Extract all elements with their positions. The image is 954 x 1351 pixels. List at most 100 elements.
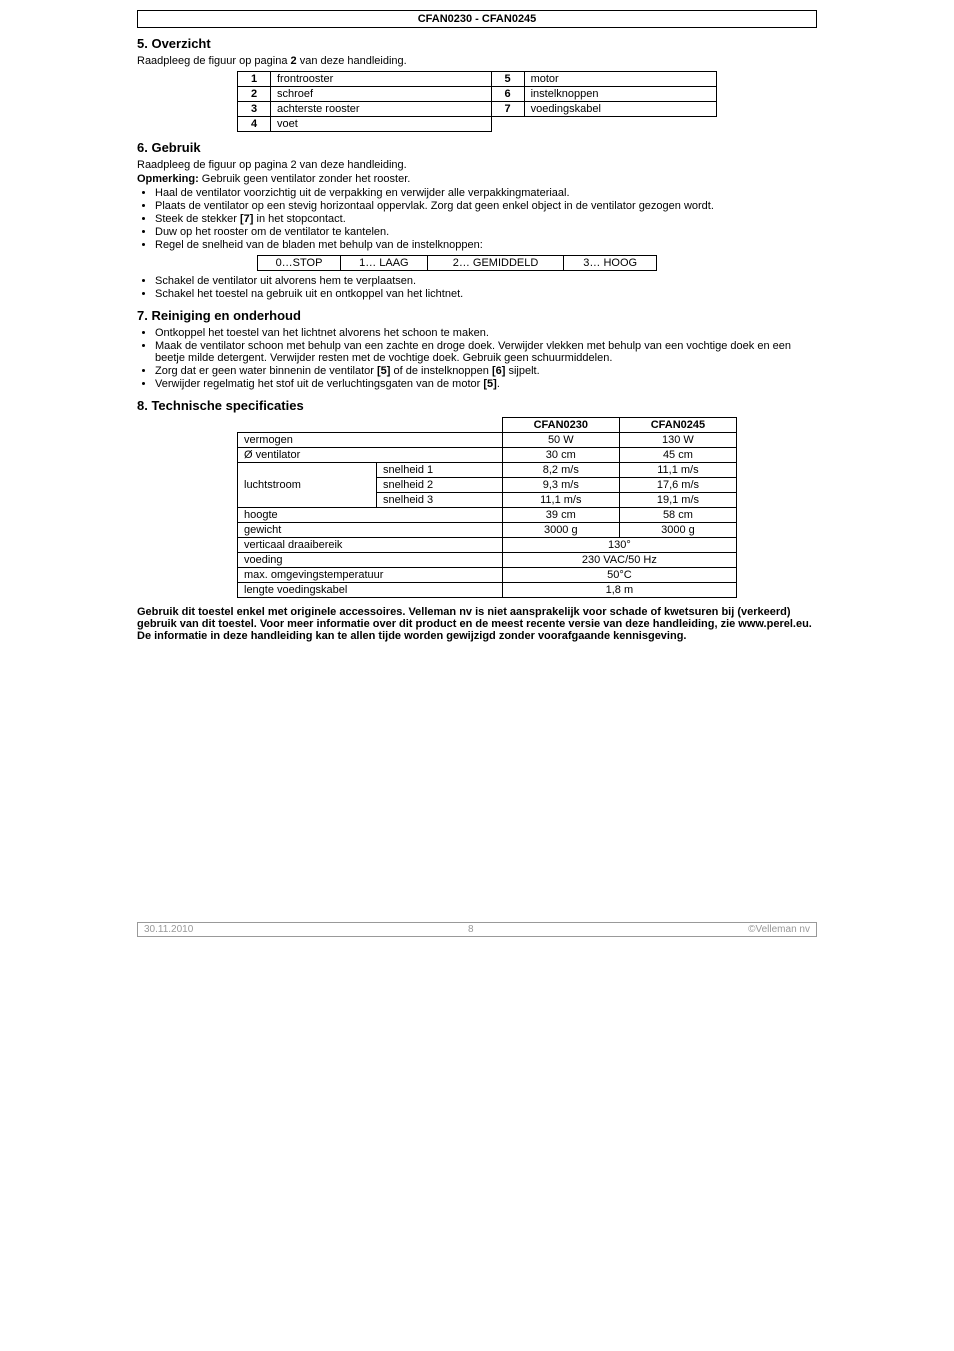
- s6-l1: Raadpleeg de figuur op pagina 2 van deze…: [137, 159, 817, 171]
- cell: 2… GEMIDDELD: [427, 256, 564, 271]
- footer-page: 8: [468, 924, 474, 935]
- cell: 17,6 m/s: [619, 478, 736, 493]
- cell: 19,1 m/s: [619, 493, 736, 508]
- list-item: Plaats de ventilator op een stevig horiz…: [155, 200, 817, 212]
- cell: 5: [491, 72, 524, 87]
- cell: voeding: [238, 553, 503, 568]
- s6-l2-bold: Opmerking:: [137, 173, 199, 185]
- table-row: Ø ventilator 30 cm 45 cm: [238, 448, 737, 463]
- cell: 50 W: [502, 433, 619, 448]
- s6-list: Haal de ventilator voorzichtig uit de ve…: [137, 187, 817, 251]
- cell: lengte voedingskabel: [238, 583, 503, 598]
- cell: 1,8 m: [502, 583, 736, 598]
- cell: CFAN0245: [619, 418, 736, 433]
- txt: [5]: [377, 365, 390, 377]
- table-row: luchtstroom snelheid 1 8,2 m/s 11,1 m/s: [238, 463, 737, 478]
- table-row: CFAN0230 CFAN0245: [238, 418, 737, 433]
- disclaimer: Gebruik dit toestel enkel met originele …: [137, 606, 817, 642]
- cell: 1: [238, 72, 271, 87]
- table-row: voeding 230 VAC/50 Hz: [238, 553, 737, 568]
- footer: 30.11.2010 8 ©Velleman nv: [137, 922, 817, 937]
- cell: 45 cm: [619, 448, 736, 463]
- cell: snelheid 3: [377, 493, 503, 508]
- list-item: Schakel de ventilator uit alvorens hem t…: [155, 275, 817, 287]
- cell: 130°: [502, 538, 736, 553]
- section-8-title: 8. Technische specificaties: [137, 398, 817, 413]
- table-row: 2 schroef 6 instelknoppen: [238, 87, 717, 102]
- list-item: Steek de stekker [7] in het stopcontact.: [155, 213, 817, 225]
- cell: 6: [491, 87, 524, 102]
- table-row: 4 voet: [238, 117, 717, 132]
- cell: frontrooster: [271, 72, 492, 87]
- cell: vermogen: [238, 433, 503, 448]
- cell: 50°C: [502, 568, 736, 583]
- section-6-title: 6. Gebruik: [137, 140, 817, 155]
- cell: 1… LAAG: [341, 256, 428, 271]
- cell: CFAN0230: [502, 418, 619, 433]
- s6-l2: Opmerking: Gebruik geen ventilator zonde…: [137, 173, 817, 185]
- table-row: max. omgevingstemperatuur 50°C: [238, 568, 737, 583]
- header-box: CFAN0230 - CFAN0245: [137, 10, 817, 28]
- cell: verticaal draaibereik: [238, 538, 503, 553]
- cell: 58 cm: [619, 508, 736, 523]
- txt: [7]: [240, 213, 253, 225]
- cell: [491, 117, 524, 132]
- txt: Verwijder regelmatig het stof uit de ver…: [155, 378, 483, 390]
- cell: hoogte: [238, 508, 503, 523]
- cell: 39 cm: [502, 508, 619, 523]
- cell: 230 VAC/50 Hz: [502, 553, 736, 568]
- txt: sijpelt.: [505, 365, 539, 377]
- cell: 3… HOOG: [564, 256, 657, 271]
- header-text: CFAN0230 - CFAN0245: [418, 13, 537, 25]
- cell: [238, 418, 503, 433]
- txt: Zorg dat er geen water binnenin de venti…: [155, 365, 377, 377]
- txt: .: [497, 378, 500, 390]
- table-row: vermogen 50 W 130 W: [238, 433, 737, 448]
- cell: luchtstroom: [238, 463, 377, 508]
- footer-copy: ©Velleman nv: [748, 924, 810, 935]
- cell: 7: [491, 102, 524, 117]
- list-item: Haal de ventilator voorzichtig uit de ve…: [155, 187, 817, 199]
- cell: 2: [238, 87, 271, 102]
- cell: achterste rooster: [271, 102, 492, 117]
- cell: 30 cm: [502, 448, 619, 463]
- cell: Ø ventilator: [238, 448, 503, 463]
- table-row: 0…STOP 1… LAAG 2… GEMIDDELD 3… HOOG: [258, 256, 657, 271]
- cell: 0…STOP: [258, 256, 341, 271]
- s6-l2-text: Gebruik geen ventilator zonder het roost…: [199, 173, 411, 185]
- list-item: Ontkoppel het toestel van het lichtnet a…: [155, 327, 817, 339]
- list-item: Schakel het toestel na gebruik uit en on…: [155, 288, 817, 300]
- cell: 11,1 m/s: [502, 493, 619, 508]
- cell: 11,1 m/s: [619, 463, 736, 478]
- cell: snelheid 1: [377, 463, 503, 478]
- cell: motor: [524, 72, 716, 87]
- s6-list-2: Schakel de ventilator uit alvorens hem t…: [137, 275, 817, 300]
- cell: 3000 g: [619, 523, 736, 538]
- list-item: Duw op het rooster om de ventilator te k…: [155, 226, 817, 238]
- cell: instelknoppen: [524, 87, 716, 102]
- cell: 130 W: [619, 433, 736, 448]
- cell: 4: [238, 117, 271, 132]
- table-row: 1 frontrooster 5 motor: [238, 72, 717, 87]
- s5-intro-pre: Raadpleeg de figuur op pagina: [137, 55, 291, 67]
- list-item: Verwijder regelmatig het stof uit de ver…: [155, 378, 817, 390]
- cell: max. omgevingstemperatuur: [238, 568, 503, 583]
- s5-intro-post: van deze handleiding.: [297, 55, 407, 67]
- footer-date: 30.11.2010: [144, 924, 193, 935]
- table-row: gewicht 3000 g 3000 g: [238, 523, 737, 538]
- cell: gewicht: [238, 523, 503, 538]
- cell: voet: [271, 117, 492, 132]
- section-7-title: 7. Reiniging en onderhoud: [137, 308, 817, 323]
- txt: of de instelknoppen: [390, 365, 492, 377]
- spec-table: CFAN0230 CFAN0245 vermogen 50 W 130 W Ø …: [237, 417, 737, 598]
- table-row: verticaal draaibereik 130°: [238, 538, 737, 553]
- txt: [6]: [492, 365, 505, 377]
- txt: in het stopcontact.: [253, 213, 345, 225]
- overview-table: 1 frontrooster 5 motor 2 schroef 6 inste…: [237, 71, 717, 132]
- speed-table: 0…STOP 1… LAAG 2… GEMIDDELD 3… HOOG: [257, 255, 657, 271]
- s7-list: Ontkoppel het toestel van het lichtnet a…: [137, 327, 817, 390]
- table-row: lengte voedingskabel 1,8 m: [238, 583, 737, 598]
- cell: 8,2 m/s: [502, 463, 619, 478]
- list-item: Regel de snelheid van de bladen met behu…: [155, 239, 817, 251]
- cell: [524, 117, 716, 132]
